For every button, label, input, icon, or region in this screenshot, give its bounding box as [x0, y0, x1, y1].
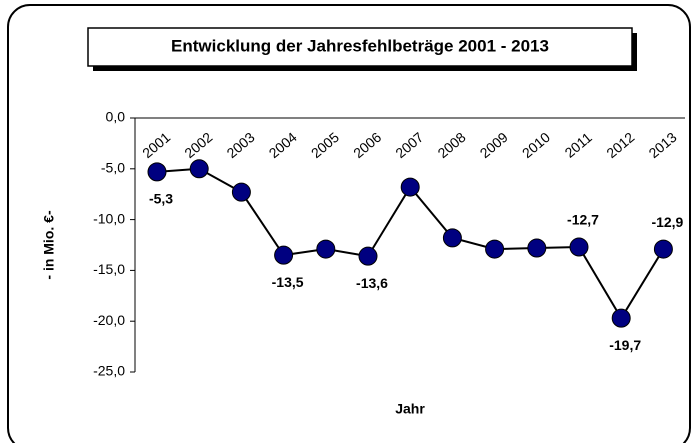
data-label: -12,9: [651, 214, 683, 230]
marker: [316, 239, 336, 259]
marker: [569, 237, 589, 257]
data-label: -5,3: [149, 191, 173, 207]
y-tick-label: -20,0: [93, 312, 125, 328]
marker: [189, 159, 209, 179]
data-label: -13,5: [272, 274, 304, 290]
marker: [653, 239, 673, 259]
y-tick-label: -10,0: [93, 210, 125, 226]
marker: [442, 228, 462, 248]
chart-frame: [7, 4, 691, 443]
y-tick-label: -25,0: [93, 363, 125, 379]
title-box: [87, 27, 633, 67]
data-label: -13,6: [356, 275, 388, 291]
marker: [231, 182, 251, 202]
y-axis-label: - in Mio. €-: [41, 210, 57, 280]
y-tick-label: -15,0: [93, 261, 125, 277]
marker: [274, 245, 294, 265]
marker: [147, 162, 167, 182]
marker: [611, 308, 631, 328]
y-tick-label: -5,0: [101, 160, 125, 176]
data-label: -12,7: [567, 212, 599, 228]
marker: [485, 239, 505, 259]
marker: [400, 177, 420, 197]
chart-title: Entwicklung der Jahresfehlbeträge 2001 -…: [171, 36, 549, 55]
y-tick-label: 0,0: [106, 109, 126, 125]
x-axis-label: Jahr: [395, 401, 425, 417]
marker: [527, 238, 547, 258]
marker: [358, 246, 378, 266]
data-label: -19,7: [609, 337, 641, 353]
